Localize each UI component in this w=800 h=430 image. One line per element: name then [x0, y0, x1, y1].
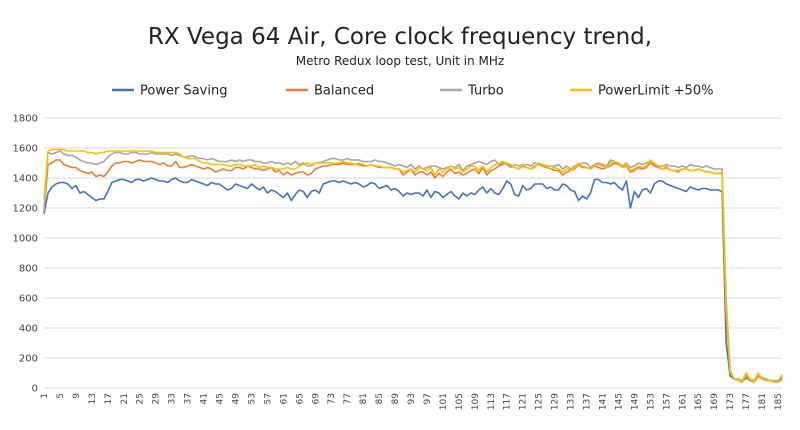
y-axis-ticks: 0 200 400 600 800 1000 1200 1400 1600 1800: [13, 114, 38, 395]
y-tick-label: 800: [19, 264, 38, 275]
legend: Power Saving Balanced Turbo PowerLimit +50%: [112, 84, 713, 99]
x-tick-label: 173: [726, 393, 736, 410]
x-tick-label: 101: [439, 393, 449, 410]
x-tick-label: 5: [56, 393, 66, 399]
x-tick-label: 29: [152, 393, 162, 405]
x-tick-label: 33: [168, 393, 178, 404]
x-tick-label: 133: [567, 393, 577, 410]
y-tick-label: 1000: [13, 234, 38, 245]
x-tick-label: 37: [184, 393, 194, 404]
legend-label: Turbo: [467, 84, 504, 99]
x-tick-label: 141: [598, 393, 608, 410]
x-tick-label: 49: [231, 393, 241, 405]
gridlines: [44, 117, 782, 389]
x-tick-label: 41: [200, 393, 210, 404]
x-tick-label: 109: [471, 393, 481, 410]
x-tick-label: 149: [630, 393, 640, 410]
x-tick-label: 117: [503, 393, 513, 410]
series-lines: [43, 148, 783, 383]
y-tick-label: 1200: [13, 204, 38, 215]
y-tick-label: 600: [19, 294, 38, 305]
x-tick-label: 53: [247, 393, 257, 404]
x-tick-label: 113: [487, 393, 497, 410]
x-tick-label: 153: [646, 393, 656, 410]
x-tick-label: 121: [519, 393, 529, 410]
y-tick-label: 1400: [13, 174, 38, 185]
x-tick-label: 137: [583, 393, 593, 410]
y-tick-label: 1800: [13, 114, 38, 125]
x-tick-label: 45: [216, 393, 226, 404]
x-tick-label: 9: [72, 393, 82, 399]
chart-subtitle: Metro Redux loop test, Unit in MHz: [296, 54, 504, 68]
x-tick-label: 61: [279, 393, 289, 404]
chart-title: RX Vega 64 Air, Core clock frequency tre…: [148, 24, 652, 50]
y-tick-label: 1600: [13, 144, 38, 155]
x-tick-label: 161: [678, 393, 688, 410]
x-tick-label: 57: [263, 393, 273, 404]
x-tick-label: 21: [120, 393, 130, 404]
series-line-power-saving: [43, 177, 783, 383]
x-tick-label: 25: [136, 393, 146, 404]
x-tick-label: 85: [375, 393, 385, 404]
x-tick-label: 145: [614, 393, 624, 410]
x-tick-label: 17: [104, 393, 114, 404]
x-tick-label: 105: [455, 393, 465, 410]
x-tick-label: 169: [710, 393, 720, 410]
x-tick-label: 97: [423, 393, 433, 404]
x-tick-label: 181: [758, 393, 768, 410]
x-tick-label: 1: [40, 393, 50, 399]
x-tick-label: 13: [88, 393, 98, 404]
x-tick-label: 125: [535, 393, 545, 410]
y-tick-label: 0: [32, 384, 38, 395]
legend-label: Balanced: [314, 84, 374, 99]
legend-label: PowerLimit +50%: [598, 84, 713, 99]
x-tick-label: 157: [662, 393, 672, 410]
legend-label: Power Saving: [140, 84, 227, 99]
x-tick-label: 73: [327, 393, 337, 404]
y-tick-label: 400: [19, 324, 38, 335]
x-tick-label: 77: [343, 393, 353, 404]
x-tick-label: 69: [311, 393, 321, 405]
x-tick-label: 93: [407, 393, 417, 404]
y-tick-label: 200: [19, 354, 38, 365]
x-tick-label: 81: [359, 393, 369, 404]
x-tick-label: 177: [742, 393, 752, 410]
x-tick-label: 129: [551, 393, 561, 410]
x-tick-label: 185: [774, 393, 784, 410]
x-tick-label: 89: [391, 393, 401, 405]
x-tick-label: 65: [295, 393, 305, 404]
x-tick-label: 165: [694, 393, 704, 410]
series-line-balanced: [43, 159, 783, 383]
x-axis-ticks: 1 5 9 13 17 21 25 29 33 37 41 45 49 53 57 61 65 69 73 77 81 8…: [40, 393, 784, 410]
series-line-powerlimit-50: [43, 148, 783, 383]
